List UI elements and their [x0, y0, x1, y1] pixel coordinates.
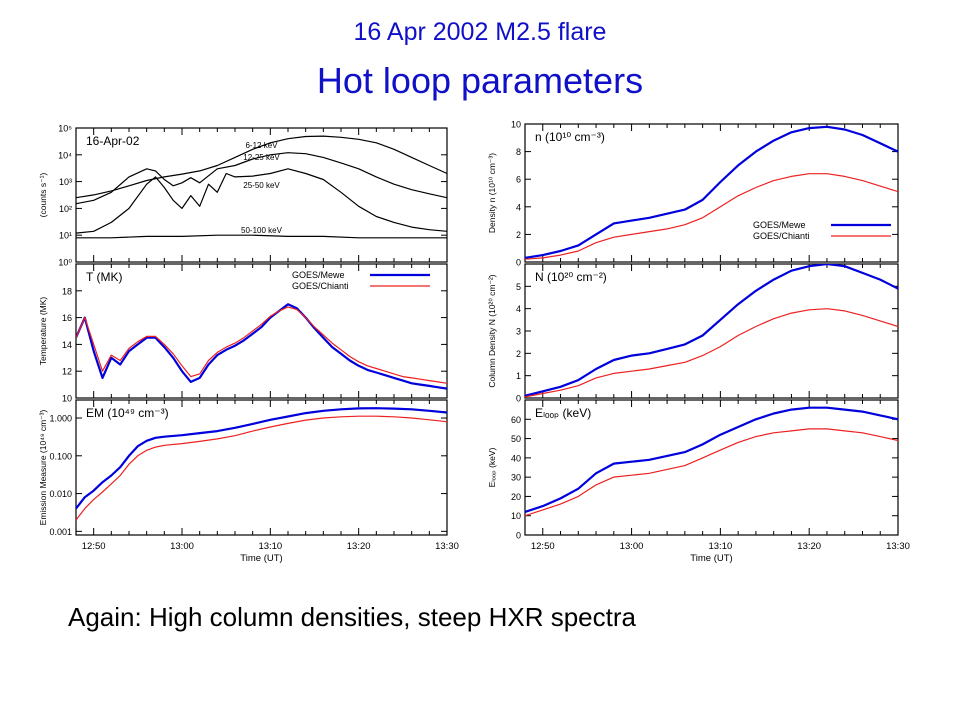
counts-ylabel: (counts s⁻¹) — [38, 173, 48, 218]
density-panel: 0 2 4 6 8 10 Density n (10¹⁰ cm⁻³) n (10¹⁰ cm⁻³… — [487, 120, 898, 268]
eloop-ytick-label: 40 — [511, 453, 521, 463]
em-ytick-label: 0.001 — [49, 527, 72, 537]
eloop-ytick-label: 50 — [511, 434, 521, 444]
density-ytick-label: 0 — [516, 258, 521, 268]
column_density-ytick-label: 4 — [516, 304, 521, 314]
counts-ytick-label: 10¹ — [59, 231, 72, 241]
legend-label: GOES/Chianti — [292, 281, 349, 291]
counts-panel: 10⁰ 10¹ 10² 10³ 10⁴ 10⁵ (counts s⁻¹) 16-Apr-02 6… — [38, 124, 447, 268]
temperature-ytick-label: 12 — [62, 367, 72, 377]
eloop-ytick-label: 0 — [516, 531, 521, 541]
column_density-ytick-label: 2 — [516, 349, 521, 359]
temperature-ytick-label: 10 — [62, 394, 72, 404]
counts-ytick-label: 10⁴ — [58, 150, 72, 160]
counts-ytick-label: 10³ — [59, 177, 72, 187]
density-ytick-label: 4 — [516, 202, 521, 212]
em-ytick-label: 1.000 — [49, 414, 72, 424]
column_density-panel: 0 1 2 3 4 5 Column Density N (10²⁰ cm⁻²) N (10²… — [487, 264, 898, 404]
column_density-ytick-label: 0 — [516, 394, 521, 404]
em-panel: 0.001 0.010 0.100 1.000 12:50 13:00 13:10 13:20… — [38, 400, 459, 564]
eloop-series-goes-mewe — [525, 408, 898, 512]
temperature-ytick-label: 16 — [62, 313, 72, 323]
density-frame — [525, 124, 898, 262]
legend-label: GOES/Mewe — [292, 270, 345, 280]
em-series-goes-chianti — [76, 416, 447, 520]
eloop-frame — [525, 400, 898, 535]
density-ytick-label: 2 — [516, 230, 521, 240]
density-series-goes-chianti — [525, 174, 898, 260]
em-xtick-label: 13:00 — [170, 541, 194, 552]
counts-series-label: 6-12 keV — [245, 141, 278, 150]
density-series-goes-mewe — [525, 127, 898, 258]
eloop-xtick-label: 12:50 — [531, 541, 555, 552]
counts-series-label: 50-100 keV — [241, 226, 283, 235]
column_density-series-goes-chianti — [525, 309, 898, 397]
em-ytick-label: 0.100 — [49, 451, 72, 461]
eloop-ytick-label: 20 — [511, 492, 521, 502]
eloop-ytick-label: 60 — [511, 415, 521, 425]
eloop-ytick-label: 10 — [511, 511, 521, 521]
temperature-ytick-label: 14 — [62, 340, 72, 350]
eloop-xlabel: Time (UT) — [690, 553, 732, 564]
em-annotation: EM (10⁴⁹ cm⁻³) — [86, 406, 169, 420]
column_density-ytick-label: 5 — [516, 282, 521, 292]
temperature-series-goes-chianti — [76, 307, 447, 383]
eloop-panel: 0 10 20 30 40 50 60 12:50 13:00 13:10 13:20 13:30 Ti… — [487, 400, 910, 564]
temperature-ylabel: Temperature (MK) — [38, 297, 48, 366]
eloop-series-goes-chianti — [525, 429, 898, 516]
eloop-xtick-label: 13:00 — [620, 541, 644, 552]
counts-ytick-label: 10² — [59, 204, 72, 214]
em-ylabel: Emission Measure (10⁴⁹ cm⁻³) — [38, 409, 48, 525]
em-xtick-label: 12:50 — [82, 541, 106, 552]
eloop-xtick-label: 13:30 — [886, 541, 910, 552]
em-xtick-label: 13:30 — [435, 541, 459, 552]
counts-series-50-100-kev — [76, 235, 447, 238]
em-ytick-label: 0.010 — [49, 489, 72, 499]
column_density-ylabel: Column Density N (10²⁰ cm⁻²) — [487, 274, 497, 387]
temperature-ytick-label: 18 — [62, 286, 72, 296]
column_density-ytick-label: 3 — [516, 327, 521, 337]
em-frame — [76, 400, 447, 535]
eloop-xtick-label: 13:10 — [708, 541, 732, 552]
em-xtick-label: 13:20 — [347, 541, 371, 552]
column_density-ytick-label: 1 — [516, 371, 521, 381]
legend-label: GOES/Mewe — [753, 220, 806, 230]
counts-series-label: 25-50 keV — [243, 181, 280, 190]
density-ytick-label: 6 — [516, 175, 521, 185]
counts-ytick-label: 10⁵ — [58, 124, 72, 134]
counts-series-label: 12-25 keV — [243, 153, 280, 162]
em-xlabel: Time (UT) — [240, 553, 282, 564]
eloop-ytick-label: 30 — [511, 473, 521, 483]
column_density-annotation: N (10²⁰ cm⁻²) — [535, 270, 607, 284]
slide-caption: Again: High column densities, steep HXR … — [68, 602, 636, 633]
counts-ytick-label: 10⁰ — [58, 258, 72, 268]
density-ylabel: Density n (10¹⁰ cm⁻³) — [487, 153, 497, 233]
temperature-panel: 10 12 14 16 18 Temperature (MK) T (MK) GOES/Mew… — [38, 264, 447, 404]
density-ytick-label: 8 — [516, 147, 521, 157]
counts-series-25-50-kev — [76, 169, 447, 233]
density-ytick-label: 10 — [511, 120, 521, 130]
counts-annotation: 16-Apr-02 — [86, 134, 140, 148]
density-annotation: n (10¹⁰ cm⁻³) — [535, 130, 605, 144]
em-xtick-label: 13:10 — [258, 541, 282, 552]
eloop-xtick-label: 13:20 — [797, 541, 821, 552]
em-series-goes-mewe — [76, 408, 447, 508]
legend-label: GOES/Chianti — [753, 231, 810, 241]
eloop-annotation: Eₗₒₒₚ (keV) — [535, 406, 591, 420]
eloop-ylabel: Eₗₒₒₚ (keV) — [487, 447, 497, 487]
temperature-annotation: T (MK) — [86, 270, 122, 284]
